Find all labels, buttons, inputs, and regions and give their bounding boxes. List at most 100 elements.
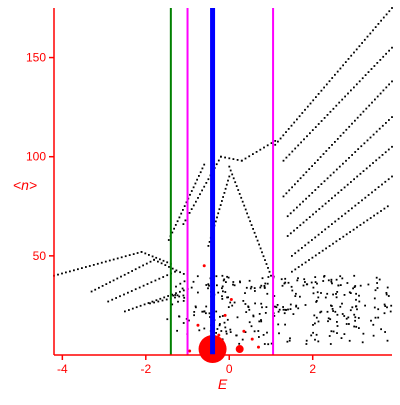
data-point (219, 204, 222, 206)
data-point (232, 177, 235, 180)
data-point (336, 321, 338, 323)
data-point (291, 270, 293, 273)
data-point (288, 153, 291, 156)
data-point (344, 95, 346, 98)
data-point (355, 325, 358, 328)
data-point (317, 296, 320, 299)
data-point (223, 192, 226, 194)
data-point (190, 190, 193, 192)
data-point (339, 284, 342, 286)
data-point (157, 260, 159, 263)
data-point (372, 29, 374, 32)
data-point (391, 116, 393, 118)
data-point (249, 287, 252, 290)
data-point (286, 340, 289, 343)
data-point (348, 323, 350, 325)
data-point (282, 134, 285, 137)
data-point (285, 131, 287, 133)
data-point (331, 223, 333, 225)
data-point (334, 220, 337, 223)
data-point (326, 292, 329, 295)
data-point (354, 151, 357, 153)
data-point (369, 32, 372, 35)
data-point (255, 151, 258, 153)
data-point (305, 339, 308, 342)
data-point (303, 138, 305, 141)
data-point (258, 320, 261, 323)
data-point (172, 294, 175, 297)
data-point (341, 98, 344, 101)
data-point (380, 19, 382, 22)
data-point (284, 323, 286, 326)
data-point (215, 275, 218, 278)
data-point (377, 316, 380, 319)
data-point (224, 291, 227, 293)
data-point (223, 321, 226, 324)
data-point (176, 294, 179, 297)
data-point (153, 258, 155, 261)
data-point (321, 205, 324, 208)
data-point (130, 290, 133, 292)
data-point (346, 282, 349, 284)
data-point (388, 119, 390, 121)
data-point (266, 282, 269, 285)
data-point (238, 193, 241, 195)
data-point (325, 247, 327, 250)
data-point (341, 215, 343, 218)
data-point (377, 186, 380, 188)
data-point (345, 317, 348, 320)
data-point (371, 191, 373, 194)
data-point (267, 276, 270, 278)
data-point (327, 320, 329, 323)
data-point (335, 240, 338, 243)
data-point (355, 83, 358, 86)
data-point (248, 155, 251, 158)
red-point (223, 313, 227, 317)
data-point (302, 174, 305, 177)
data-point (188, 319, 190, 322)
y-axis-label: <n> (13, 177, 37, 193)
data-point (386, 306, 388, 309)
data-point (188, 212, 191, 214)
data-point (375, 159, 378, 162)
data-point (361, 42, 363, 44)
data-point (391, 175, 393, 178)
red-point (202, 264, 206, 268)
data-point (174, 296, 176, 299)
data-point (249, 220, 251, 223)
data-point (390, 304, 393, 307)
data-point (226, 318, 229, 321)
data-point (179, 290, 181, 293)
data-point (215, 163, 218, 166)
data-point (266, 144, 269, 147)
data-point (185, 201, 188, 204)
data-point (159, 258, 161, 261)
data-point (385, 122, 387, 124)
data-point (355, 298, 357, 301)
data-point (325, 150, 328, 152)
data-point (221, 315, 224, 317)
data-point (167, 239, 170, 241)
data-point (139, 304, 142, 307)
data-point (252, 228, 254, 230)
data-point (380, 328, 382, 331)
data-point (221, 295, 223, 298)
data-point (315, 316, 318, 319)
y-tick-label: 150 (26, 51, 46, 65)
data-point (255, 235, 257, 238)
data-point (317, 186, 320, 188)
data-point (138, 266, 141, 269)
data-point (326, 177, 329, 180)
data-point (339, 305, 342, 308)
data-point (391, 145, 393, 148)
data-point (327, 317, 330, 320)
data-point (334, 310, 337, 313)
red-point (217, 333, 221, 337)
data-point (353, 286, 356, 288)
red-point (250, 337, 254, 341)
data-point (229, 331, 232, 333)
data-point (330, 278, 333, 281)
data-point (270, 142, 273, 144)
data-point (335, 278, 338, 281)
